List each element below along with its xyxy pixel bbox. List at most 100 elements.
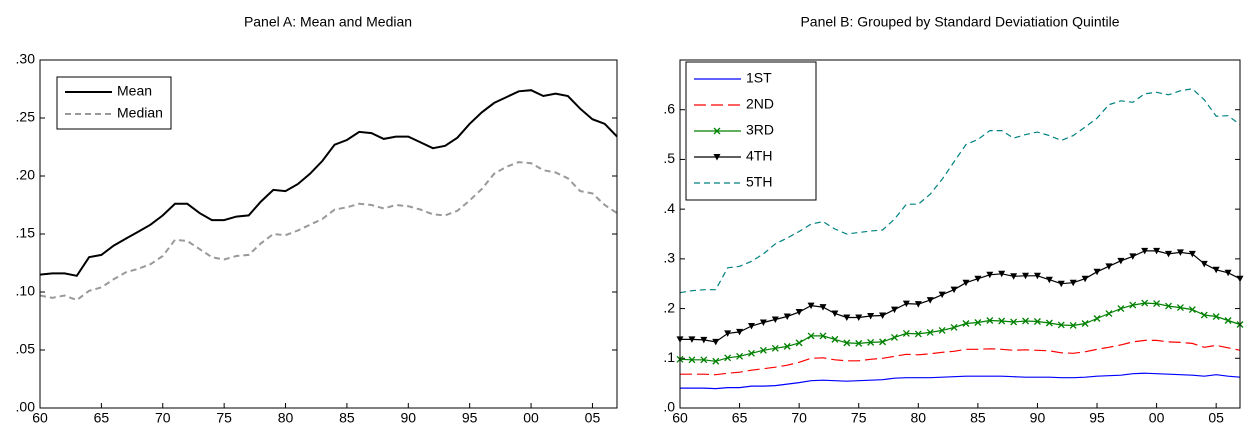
- line: [680, 250, 1241, 343]
- marker-x: [713, 127, 721, 135]
- marker-x: [879, 338, 887, 346]
- x-tick-label: 05: [585, 410, 601, 426]
- marker-triangle: [855, 314, 863, 322]
- series: [39, 161, 618, 302]
- marker-triangle: [759, 319, 767, 326]
- marker-triangle: [843, 314, 851, 322]
- marker-x: [998, 317, 1006, 325]
- marker-triangle: [807, 302, 815, 310]
- legend-label: 4TH: [746, 148, 772, 164]
- y-tick-label: .05: [16, 341, 36, 357]
- y-tick-label: .4: [663, 200, 675, 216]
- marker-x: [1117, 305, 1125, 313]
- y-tick-label: .5: [663, 150, 675, 166]
- y-tick-label: .6: [663, 100, 675, 116]
- marker-triangle: [747, 322, 755, 330]
- marker-x: [974, 319, 982, 326]
- marker-x: [1045, 319, 1053, 327]
- marker-x: [1093, 315, 1101, 322]
- plot-frame: [39, 59, 618, 409]
- marker-triangle: [962, 279, 970, 287]
- x-tick-label: 65: [94, 410, 110, 426]
- marker-triangle: [831, 310, 839, 318]
- series: [680, 339, 1241, 376]
- x-tick-label: 80: [911, 410, 927, 426]
- marker-x: [1188, 306, 1196, 314]
- line: [679, 302, 1241, 362]
- marker-triangle: [1141, 247, 1149, 255]
- series: [679, 88, 1241, 294]
- x-tick-label: 95: [462, 410, 478, 426]
- marker-x: [1129, 301, 1137, 309]
- marker-triangle: [1057, 280, 1065, 288]
- marker-x: [1212, 313, 1220, 320]
- line: [679, 88, 1241, 294]
- marker-x: [795, 339, 803, 347]
- legend-label: 5TH: [746, 174, 772, 190]
- x-tick-label: 00: [523, 410, 539, 426]
- marker-triangle: [700, 336, 708, 344]
- marker-x: [783, 342, 791, 350]
- marker-triangle: [819, 304, 827, 311]
- marker-x: [962, 320, 970, 327]
- x-tick-label: 60: [672, 410, 688, 426]
- marker-triangle: [1093, 268, 1101, 276]
- marker-x: [831, 335, 839, 343]
- marker-triangle: [974, 275, 982, 283]
- x-tick-label: 05: [1208, 410, 1224, 426]
- marker-x: [1081, 320, 1089, 327]
- line: [39, 161, 618, 302]
- y-tick-label: .2: [663, 299, 675, 315]
- marker-x: [736, 352, 744, 360]
- y-tick-label: .15: [16, 225, 36, 241]
- marker-triangle: [1022, 272, 1030, 280]
- marker-triangle: [914, 301, 922, 308]
- marker-triangle: [1153, 247, 1161, 255]
- marker-x: [759, 346, 767, 354]
- marker-triangle: [771, 316, 779, 324]
- marker-triangle: [1045, 276, 1053, 284]
- series: [680, 372, 1241, 390]
- marker-x: [926, 328, 934, 336]
- y-tick-label: .0: [663, 399, 675, 415]
- x-tick-label: 85: [339, 410, 355, 426]
- x-tick-label: 80: [278, 410, 294, 426]
- x-tick-label: 90: [401, 410, 417, 426]
- x-tick-label: 75: [851, 410, 867, 426]
- marker-triangle: [1212, 266, 1220, 274]
- marker-triangle: [867, 313, 875, 320]
- y-tick-label: .25: [16, 109, 36, 125]
- x-tick-label: 75: [216, 410, 232, 426]
- marker-x: [688, 356, 696, 364]
- marker-triangle: [879, 312, 887, 320]
- y-tick-label: .3: [663, 250, 675, 266]
- marker-x: [1057, 321, 1065, 329]
- marker-triangle: [926, 297, 934, 304]
- legend-label: 3RD: [746, 122, 774, 138]
- marker-x: [819, 332, 827, 340]
- chart-title: Panel A: Mean and Median: [244, 14, 412, 30]
- y-tick-label: .10: [16, 283, 36, 299]
- marker-triangle: [1188, 250, 1196, 258]
- x-tick-label: 95: [1089, 410, 1105, 426]
- marker-x: [807, 332, 815, 340]
- marker-x: [891, 333, 898, 341]
- marker-triangle: [950, 286, 958, 294]
- marker-triangle: [1117, 257, 1125, 265]
- marker-x: [1022, 317, 1029, 325]
- marker-triangle: [986, 271, 994, 279]
- marker-triangle: [1165, 250, 1173, 258]
- marker-x: [986, 317, 994, 324]
- marker-x: [938, 326, 946, 334]
- x-tick-label: 60: [32, 410, 48, 426]
- marker-triangle: [1129, 253, 1137, 260]
- line: [680, 372, 1241, 390]
- marker-triangle: [902, 300, 910, 308]
- y-tick-label: .20: [16, 167, 36, 183]
- chart-title: Panel B: Grouped by Standard Deviatiatio…: [800, 14, 1119, 30]
- marker-triangle: [1033, 272, 1041, 280]
- marker-x: [1153, 300, 1161, 308]
- x-tick-label: 85: [970, 410, 986, 426]
- series: [676, 247, 1244, 346]
